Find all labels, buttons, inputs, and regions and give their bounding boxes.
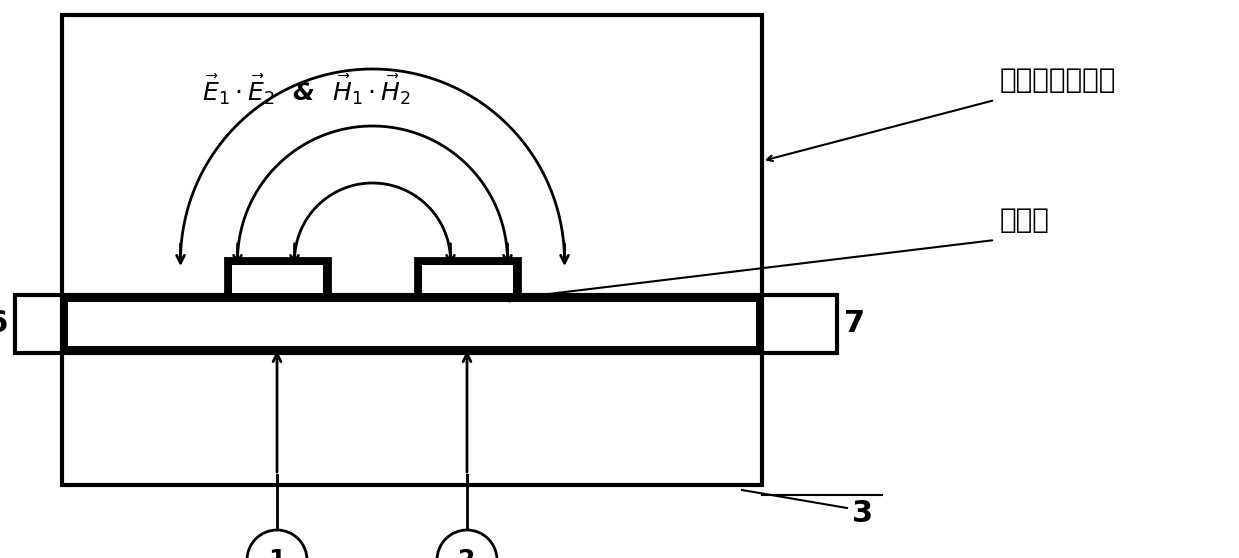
Bar — [68, 302, 756, 346]
Text: 7: 7 — [845, 310, 866, 339]
Bar — [762, 295, 838, 353]
Bar — [62, 15, 762, 485]
Text: $\vec{E}_1 \cdot \vec{E}_2$  &  $\vec{H}_1 \cdot \vec{H}_2$: $\vec{E}_1 \cdot \vec{E}_2$ & $\vec{H}_1… — [202, 73, 411, 107]
Bar — [422, 265, 513, 293]
Bar — [225, 258, 330, 300]
Text: 电磁场交叠耦合: 电磁场交叠耦合 — [1000, 66, 1116, 94]
Bar — [62, 295, 762, 353]
Text: 谐振器: 谐振器 — [1000, 206, 1049, 234]
Text: 2: 2 — [458, 548, 476, 558]
Bar — [15, 295, 62, 353]
Text: 1: 1 — [269, 548, 286, 558]
Bar — [232, 265, 323, 293]
Bar — [415, 258, 520, 300]
Circle shape — [437, 530, 497, 558]
Text: 6: 6 — [0, 310, 7, 339]
Text: 3: 3 — [852, 498, 873, 527]
Circle shape — [247, 530, 307, 558]
